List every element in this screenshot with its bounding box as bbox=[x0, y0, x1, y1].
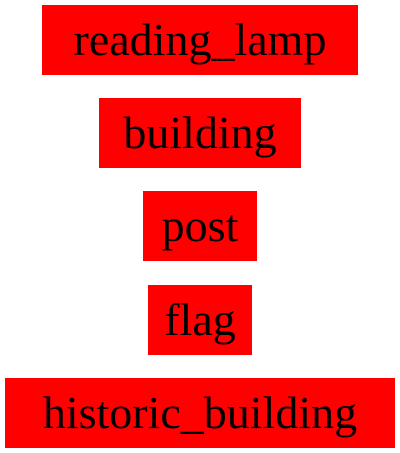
label-post: post bbox=[143, 191, 257, 261]
label-reading-lamp: reading_lamp bbox=[42, 5, 358, 75]
label-building: building bbox=[99, 98, 301, 168]
label-flag: flag bbox=[148, 285, 252, 355]
label-historic-building: historic_building bbox=[5, 378, 395, 448]
